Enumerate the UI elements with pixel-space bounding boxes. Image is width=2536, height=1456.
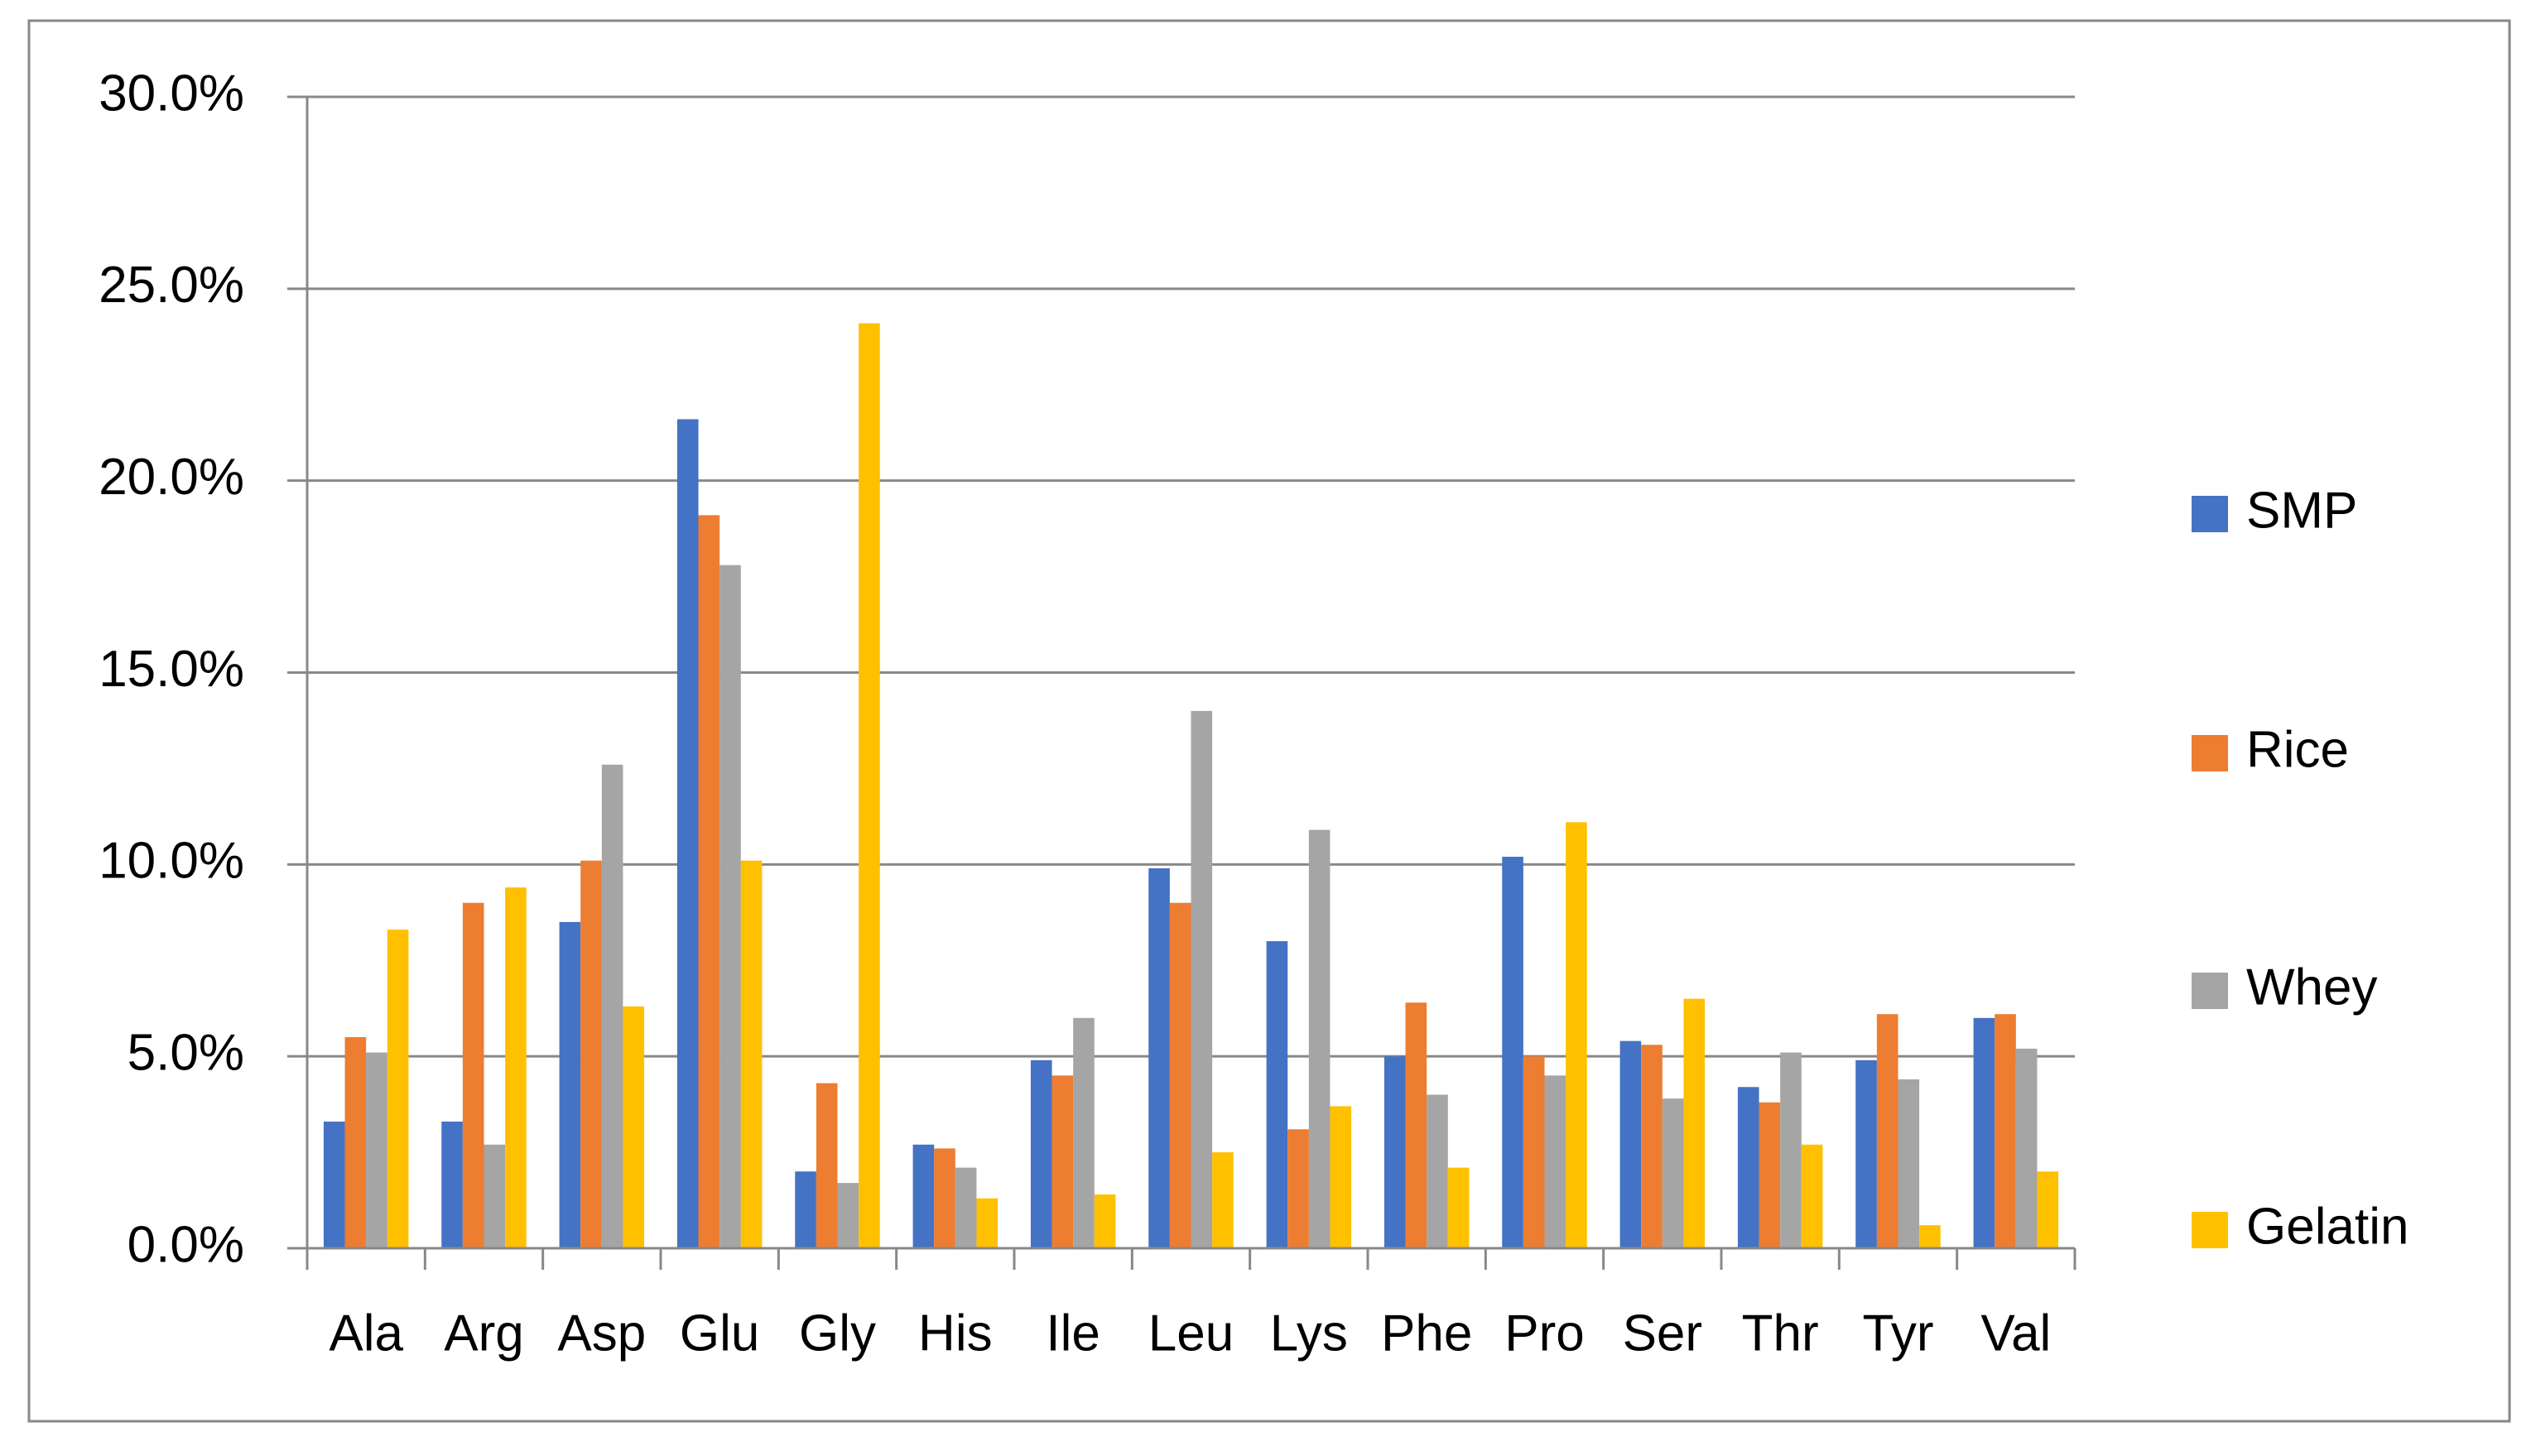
bar: [698, 515, 720, 1248]
bar: [1619, 1040, 1642, 1248]
bar: [441, 1121, 463, 1248]
bar: [484, 1144, 506, 1248]
bar: [955, 1167, 977, 1248]
y-tick-label: 20.0%: [99, 449, 244, 506]
legend-label: Whey: [2246, 959, 2377, 1016]
bar: [1544, 1075, 1566, 1248]
legend-swatch: [2192, 973, 2228, 1009]
legend-label: SMP: [2246, 482, 2357, 539]
bar: [719, 565, 741, 1248]
x-tick-label: Arg: [444, 1305, 523, 1362]
legend-swatch: [2192, 1212, 2228, 1248]
bar: [1051, 1075, 1074, 1248]
y-tick-label: 25.0%: [99, 257, 244, 314]
legend-swatch: [2192, 735, 2228, 771]
x-tick-label: Val: [1980, 1305, 2051, 1362]
bar: [1995, 1014, 2016, 1248]
bar: [344, 1036, 367, 1248]
x-tick-label: Leu: [1148, 1305, 1234, 1362]
bar: [623, 1006, 645, 1248]
bar: [976, 1198, 999, 1248]
bar: [1447, 1167, 1470, 1248]
bar: [1973, 1017, 1995, 1248]
bar: [1801, 1144, 1823, 1248]
bar: [462, 902, 484, 1248]
bar: [1919, 1225, 1941, 1248]
bar: [323, 1121, 345, 1248]
bar: [676, 419, 699, 1249]
bar: [1737, 1087, 1759, 1248]
bar: [859, 323, 880, 1248]
bar: [912, 1144, 935, 1248]
bar: [366, 1052, 387, 1248]
bar: [1502, 857, 1523, 1248]
bar: [1030, 1060, 1052, 1248]
bar: [1383, 1056, 1406, 1248]
y-tick-label: 0.0%: [128, 1216, 244, 1273]
x-tick-label: Thr: [1742, 1305, 1819, 1362]
x-tick-label: Gly: [799, 1305, 876, 1362]
bar: [1405, 1002, 1427, 1248]
x-tick-label: Ala: [329, 1305, 403, 1362]
bar: [1308, 829, 1331, 1248]
y-tick-label: 15.0%: [99, 641, 244, 698]
bar: [1169, 902, 1191, 1248]
x-tick-label: Phe: [1381, 1305, 1472, 1362]
bar: [1898, 1079, 1920, 1248]
bar: [1287, 1129, 1309, 1248]
x-tick-label: Tyr: [1862, 1305, 1933, 1362]
x-tick-label: Glu: [680, 1305, 759, 1362]
legend-swatch: [2192, 496, 2228, 532]
bar: [1780, 1052, 1802, 1248]
x-tick-label: Asp: [557, 1305, 646, 1362]
bar: [1662, 1098, 1684, 1248]
bar: [1876, 1014, 1898, 1248]
legend-label: Gelatin: [2246, 1198, 2408, 1255]
bar: [816, 1083, 838, 1248]
bar: [1094, 1194, 1116, 1248]
x-tick-label: His: [918, 1305, 993, 1362]
y-tick-label: 5.0%: [128, 1025, 244, 1082]
bar: [837, 1183, 859, 1248]
bar: [1566, 822, 1587, 1248]
bar: [740, 860, 763, 1248]
bar: [1683, 998, 1706, 1248]
bar: [1330, 1106, 1352, 1248]
x-tick-label: Ile: [1046, 1305, 1100, 1362]
bar: [1641, 1045, 1663, 1248]
y-tick-label: 30.0%: [99, 65, 244, 122]
bar: [580, 860, 602, 1248]
bar: [1266, 941, 1288, 1248]
x-tick-label: Pro: [1504, 1305, 1584, 1362]
bar: [2015, 1048, 2038, 1248]
bar: [1855, 1060, 1877, 1248]
bar: [1073, 1017, 1095, 1248]
bar: [934, 1148, 955, 1248]
legend-label: Rice: [2246, 721, 2349, 778]
bar: [2037, 1171, 2059, 1248]
bar: [1523, 1056, 1545, 1248]
bar: [387, 930, 409, 1248]
bar: [1759, 1102, 1781, 1248]
bar: [795, 1171, 816, 1248]
bar: [559, 921, 581, 1248]
bar: [1148, 867, 1170, 1248]
bar: [505, 887, 527, 1248]
x-tick-label: Ser: [1623, 1305, 1702, 1362]
y-tick-label: 10.0%: [99, 833, 244, 890]
bar: [1427, 1094, 1448, 1248]
x-tick-label: Lys: [1270, 1305, 1348, 1362]
bar: [1212, 1152, 1234, 1248]
bar: [601, 764, 623, 1248]
bar: [1191, 710, 1213, 1248]
